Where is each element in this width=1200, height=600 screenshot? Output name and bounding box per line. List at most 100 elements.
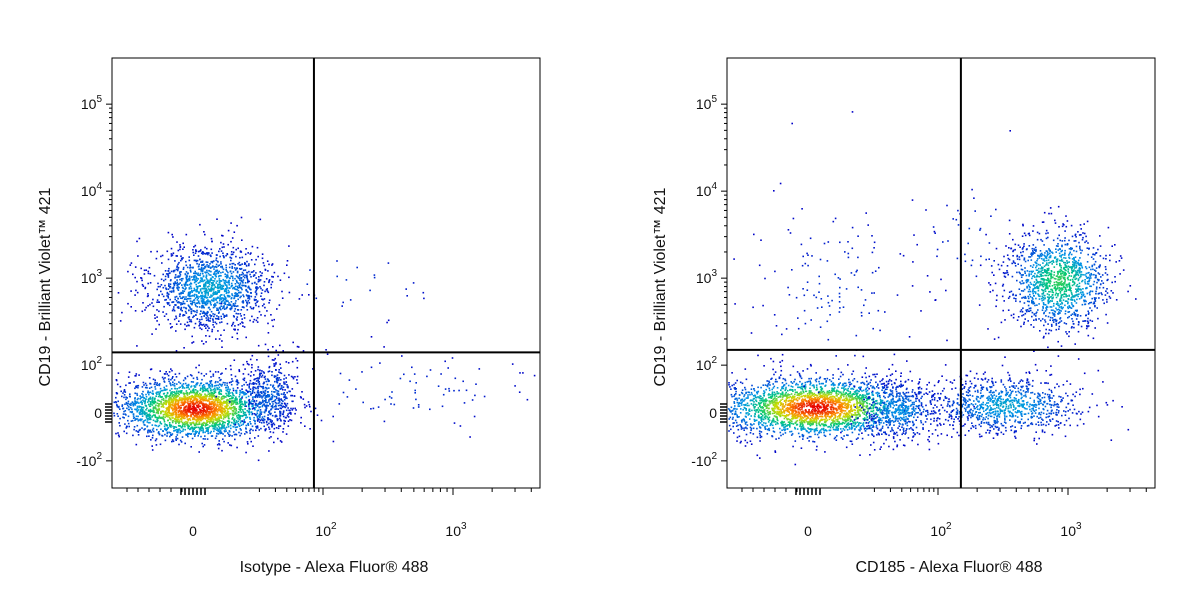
event-dot [239, 274, 241, 276]
event-dot [154, 424, 156, 427]
event-dot [177, 413, 180, 416]
event-dot [240, 420, 242, 422]
event-dot [287, 420, 290, 422]
event-dot [810, 365, 812, 367]
event-dot [268, 418, 271, 421]
event-dot [210, 416, 212, 419]
event-dot [156, 393, 158, 395]
event-dot [206, 302, 209, 305]
event-dot [258, 429, 260, 431]
event-dot [150, 403, 152, 406]
event-dot [178, 286, 180, 289]
event-dot [230, 272, 233, 275]
event-dot [255, 258, 257, 261]
event-dot [224, 299, 227, 301]
event-dot [248, 270, 250, 273]
event-dot [175, 390, 178, 392]
event-dot [224, 409, 227, 412]
event-dot [176, 428, 179, 431]
event-dot [216, 401, 219, 404]
event-dot [171, 401, 173, 403]
event-dot [273, 363, 275, 365]
event-dot [273, 423, 276, 426]
event-dot [277, 418, 279, 420]
event-dot [200, 417, 202, 420]
event-dot [185, 287, 187, 289]
event-dot [185, 278, 188, 281]
event-dot [256, 377, 258, 380]
event-dot [161, 434, 163, 437]
event-dot [229, 401, 232, 403]
event-dot [171, 254, 174, 256]
event-dot [190, 397, 192, 400]
event-dot [238, 261, 241, 264]
event-dot [268, 410, 271, 412]
event-dot [224, 296, 227, 299]
event-dot [259, 279, 262, 281]
event-dot [205, 430, 208, 432]
event-dot [230, 307, 233, 310]
event-dot [242, 421, 245, 423]
event-dot [212, 265, 214, 267]
event-dot [166, 435, 168, 437]
event-dot [202, 430, 204, 432]
event-dot [348, 379, 351, 381]
event-dot [246, 303, 249, 305]
event-dot [280, 367, 282, 369]
event-dot [237, 309, 240, 311]
event-dot [871, 393, 874, 395]
event-dot [192, 429, 194, 431]
event-dot [213, 315, 215, 318]
event-dot [412, 407, 415, 409]
event-dot [260, 411, 263, 413]
event-dot [199, 397, 201, 400]
event-dot [272, 394, 274, 397]
event-dot [202, 272, 204, 275]
event-dot [191, 291, 193, 293]
event-dot [168, 398, 170, 400]
event-dot [176, 255, 178, 257]
event-dot [848, 426, 851, 428]
event-dot [209, 397, 211, 400]
event-dot [124, 391, 127, 393]
event-dot [249, 292, 252, 294]
event-dot [207, 393, 209, 396]
event-dot [203, 421, 205, 424]
event-dot [220, 397, 223, 399]
event-dot [186, 414, 189, 417]
event-dot [163, 315, 166, 317]
event-dot [193, 281, 196, 284]
event-dot [206, 408, 208, 411]
event-dot [442, 393, 445, 396]
event-dot [865, 414, 867, 417]
event-dot [219, 248, 221, 250]
event-dot [201, 261, 204, 263]
event-dot [871, 387, 874, 389]
event-dot [216, 260, 219, 263]
event-dot [172, 376, 174, 378]
event-dot [152, 393, 154, 395]
event-dot [844, 402, 846, 405]
event-dot [189, 404, 192, 406]
event-dot [215, 384, 218, 387]
event-dot [277, 404, 280, 407]
event-dot [254, 414, 257, 416]
event-dot [280, 387, 283, 389]
event-dot [295, 357, 297, 360]
event-dot [127, 302, 129, 305]
event-dot [214, 396, 216, 399]
event-dot [286, 264, 288, 266]
event-dot [270, 286, 272, 289]
event-dot [794, 440, 797, 442]
event-dot [279, 425, 282, 427]
event-dot [235, 408, 237, 410]
event-dot [212, 306, 215, 309]
event-dot [240, 291, 242, 294]
event-dot [135, 418, 137, 421]
event-dot [222, 305, 224, 308]
event-dot [218, 442, 220, 445]
event-dot [191, 430, 194, 433]
event-dot [780, 374, 782, 376]
event-dot [194, 279, 196, 282]
event-dot [219, 429, 222, 432]
